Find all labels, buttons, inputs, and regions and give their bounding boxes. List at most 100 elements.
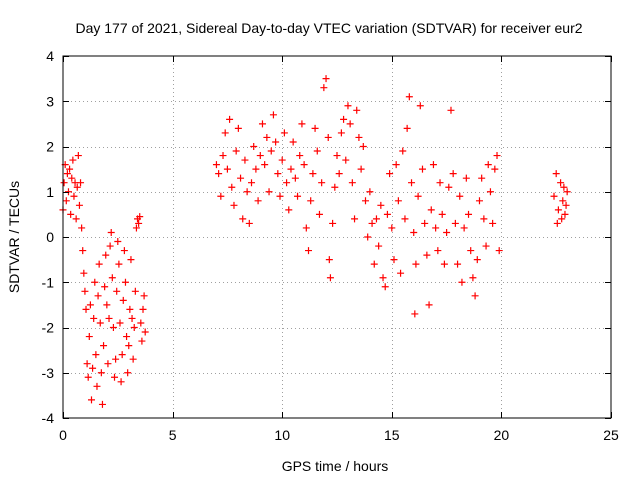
data-point bbox=[322, 75, 330, 83]
data-point bbox=[94, 292, 102, 300]
data-point bbox=[138, 337, 146, 345]
data-point bbox=[105, 314, 113, 322]
x-tick-label: 0 bbox=[59, 427, 67, 443]
chart-title: Day 177 of 2021, Sidereal Day-to-day VTE… bbox=[75, 20, 582, 36]
x-tick-label: 15 bbox=[384, 427, 400, 443]
data-point bbox=[300, 161, 308, 169]
data-point bbox=[100, 342, 108, 350]
data-point bbox=[471, 292, 479, 300]
data-point bbox=[265, 188, 273, 196]
data-point bbox=[451, 219, 459, 227]
data-point bbox=[280, 129, 288, 137]
data-point bbox=[313, 147, 321, 155]
data-point bbox=[77, 179, 85, 187]
data-point bbox=[473, 256, 481, 264]
data-point bbox=[217, 192, 225, 200]
data-point bbox=[112, 355, 120, 363]
data-point bbox=[410, 228, 418, 236]
data-point bbox=[103, 301, 111, 309]
data-point bbox=[95, 260, 103, 268]
data-point bbox=[342, 156, 350, 164]
data-point bbox=[81, 287, 89, 295]
data-point bbox=[355, 133, 363, 141]
axis-ticks bbox=[63, 56, 612, 419]
data-point bbox=[141, 328, 149, 336]
data-point bbox=[289, 138, 297, 146]
data-point bbox=[111, 373, 119, 381]
data-point bbox=[106, 242, 114, 250]
data-point bbox=[256, 152, 264, 160]
data-point bbox=[449, 170, 457, 178]
data-point bbox=[118, 351, 126, 359]
data-point bbox=[258, 120, 266, 128]
data-point bbox=[440, 260, 448, 268]
data-point bbox=[237, 174, 245, 182]
data-point bbox=[85, 333, 93, 341]
data-point bbox=[72, 215, 80, 223]
data-point bbox=[416, 102, 424, 110]
data-point bbox=[423, 251, 431, 259]
data-point bbox=[368, 219, 376, 227]
data-point bbox=[93, 382, 101, 390]
data-point bbox=[267, 147, 275, 155]
data-point bbox=[84, 373, 92, 381]
data-point bbox=[305, 247, 313, 255]
data-point bbox=[291, 174, 299, 182]
y-axis-label: SDTVAR / TECUs bbox=[6, 181, 22, 293]
data-point bbox=[403, 124, 411, 132]
y-tick-label: 4 bbox=[46, 48, 54, 64]
data-point bbox=[560, 183, 568, 191]
data-point bbox=[390, 256, 398, 264]
data-point bbox=[563, 188, 571, 196]
data-point bbox=[285, 206, 293, 214]
data-point bbox=[252, 165, 260, 173]
data-point bbox=[414, 192, 422, 200]
data-point bbox=[383, 210, 391, 218]
data-point bbox=[333, 152, 341, 160]
data-point bbox=[562, 201, 570, 209]
data-point bbox=[462, 174, 470, 182]
data-point bbox=[296, 152, 304, 160]
data-point bbox=[123, 333, 131, 341]
data-point bbox=[114, 238, 122, 246]
data-point bbox=[73, 183, 81, 191]
data-point bbox=[136, 213, 144, 221]
data-points bbox=[59, 75, 571, 408]
data-point bbox=[429, 161, 437, 169]
data-point bbox=[392, 161, 400, 169]
data-point bbox=[318, 179, 326, 187]
data-point bbox=[418, 165, 426, 173]
data-point bbox=[125, 342, 133, 350]
data-point bbox=[469, 274, 477, 282]
data-point bbox=[554, 206, 562, 214]
data-point bbox=[107, 228, 115, 236]
data-point bbox=[274, 170, 282, 178]
data-point bbox=[467, 247, 475, 255]
data-point bbox=[278, 156, 286, 164]
data-point bbox=[67, 210, 75, 218]
data-point bbox=[119, 296, 127, 304]
data-point bbox=[412, 260, 420, 268]
x-tick-label: 10 bbox=[274, 427, 290, 443]
data-point bbox=[377, 201, 385, 209]
data-point bbox=[89, 364, 97, 372]
data-point bbox=[484, 161, 492, 169]
x-axis-label: GPS time / hours bbox=[282, 458, 389, 474]
data-point bbox=[232, 147, 240, 155]
data-point bbox=[68, 174, 76, 182]
y-tick-label: -3 bbox=[42, 365, 55, 381]
data-point bbox=[559, 197, 567, 205]
data-point bbox=[245, 219, 253, 227]
data-point bbox=[465, 210, 473, 218]
data-point bbox=[482, 242, 490, 250]
data-point bbox=[434, 247, 442, 255]
data-point bbox=[436, 179, 444, 187]
x-axis-tick-labels: 0 5 10 15 20 25 bbox=[59, 427, 619, 443]
data-point bbox=[130, 324, 138, 331]
data-point bbox=[346, 120, 354, 128]
data-point bbox=[489, 219, 497, 227]
data-point bbox=[294, 192, 302, 200]
data-point bbox=[243, 188, 251, 196]
data-point bbox=[92, 351, 100, 359]
data-point bbox=[320, 84, 328, 92]
